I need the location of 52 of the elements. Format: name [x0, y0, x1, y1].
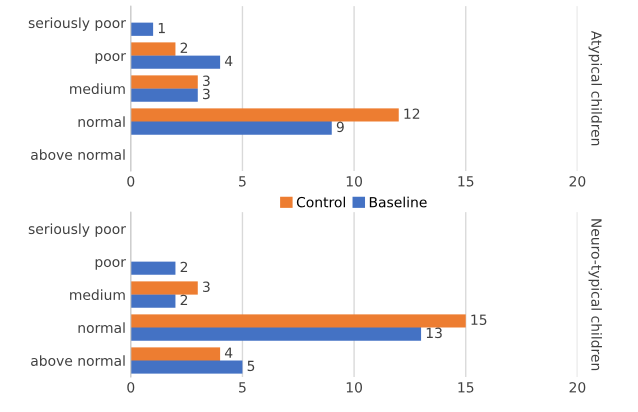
data-label: 1: [158, 22, 165, 34]
data-label: 9: [336, 122, 344, 132]
data-label: 3: [203, 282, 210, 292]
y-tick-label: normal: [78, 116, 125, 128]
y-tick-label: medium: [70, 83, 125, 94]
data-label: 3: [203, 76, 210, 86]
bar: [130, 56, 220, 69]
data-label: 2: [180, 42, 188, 53]
bar: [130, 122, 332, 135]
data-label: 2: [180, 294, 188, 306]
bar: [130, 88, 198, 102]
x-tick-label: 0: [127, 176, 134, 187]
data-label: 15: [471, 314, 486, 325]
y-tick-label: above normal: [31, 355, 125, 366]
data-label: 2: [180, 262, 188, 272]
data-label: 4: [224, 56, 232, 66]
x-tick-label: 5: [239, 382, 246, 393]
x-tick-label: 10: [346, 382, 362, 393]
data-label: 13: [426, 328, 442, 338]
bar: [130, 22, 154, 36]
x-tick-label: 5: [239, 176, 246, 187]
bar: [130, 42, 176, 56]
x-tick-label: 20: [570, 176, 586, 187]
bar: [130, 328, 422, 341]
bar: [130, 75, 198, 89]
data-label: 4: [224, 348, 232, 358]
y-tick-label: seriously poor: [28, 223, 126, 237]
y2-axis-title: Neuro-typical children: [588, 219, 602, 370]
y-tick-label: seriously poor: [28, 17, 126, 31]
legend-label: Baseline: [370, 196, 427, 208]
bar: [130, 347, 220, 360]
y-tick-label: poor: [96, 53, 126, 64]
y2-axis-title: Atypical children: [588, 30, 602, 146]
x-tick-label: 0: [127, 382, 134, 393]
y-tick-label: above normal: [31, 149, 125, 160]
data-label: 5: [248, 360, 254, 372]
data-label: 3: [203, 88, 210, 100]
bar: [130, 281, 198, 295]
x-tick-label: 20: [570, 382, 586, 393]
x-tick-label: 10: [346, 176, 362, 187]
bar: [130, 108, 399, 122]
legend-label: Control: [296, 196, 345, 208]
y-tick-label: normal: [78, 322, 125, 334]
y-tick-label: medium: [70, 289, 125, 300]
data-label: 12: [404, 108, 420, 119]
bar: [130, 262, 176, 275]
bar: [130, 294, 176, 308]
x-tick-label: 15: [458, 176, 474, 187]
y-tick-label: poor: [96, 259, 126, 270]
x-tick-label: 15: [458, 382, 474, 393]
bar: [130, 360, 242, 374]
bar: [130, 314, 466, 328]
